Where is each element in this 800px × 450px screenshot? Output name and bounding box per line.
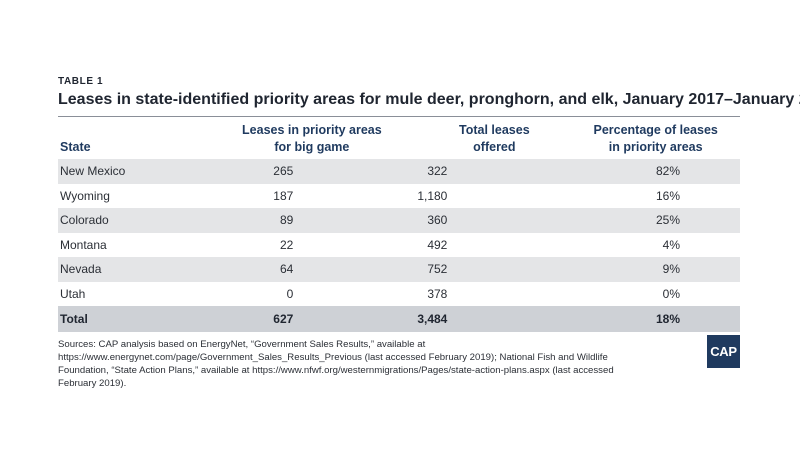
header-total-leases: Total leases offered bbox=[417, 117, 571, 159]
cell-total: 360 bbox=[417, 208, 572, 233]
cell-total: 322 bbox=[417, 159, 572, 184]
cell-total: 752 bbox=[417, 257, 572, 282]
title-divider bbox=[58, 116, 740, 117]
cell-state: Nevada bbox=[58, 257, 207, 282]
cell-state: Utah bbox=[60, 286, 86, 301]
total-percentage: 18% bbox=[571, 306, 740, 332]
header-priority-line1: Leases in priority areas bbox=[242, 123, 382, 137]
table-title: Leases in state-identified priority area… bbox=[58, 91, 800, 108]
cell-total: 378 bbox=[427, 286, 448, 301]
cell-priority: 64 bbox=[206, 257, 418, 282]
cell-state: Wyoming bbox=[60, 188, 110, 203]
cell-priority: 265 bbox=[206, 159, 418, 184]
table-row: Montana 22 492 4% bbox=[58, 233, 740, 258]
cell-percentage: 4% bbox=[662, 237, 680, 252]
cell-priority: 89 bbox=[206, 208, 418, 233]
cell-state: New Mexico bbox=[58, 159, 207, 184]
table-row: Utah 0 378 0% bbox=[58, 282, 740, 307]
table-row: Wyoming 187 1,180 16% bbox=[58, 184, 740, 209]
cell-state: Colorado bbox=[58, 208, 207, 233]
table-label: TABLE 1 bbox=[58, 76, 104, 87]
header-pct-line2: in priority areas bbox=[608, 140, 703, 154]
table-row: Colorado 89 360 25% bbox=[58, 208, 740, 233]
header-state: State bbox=[58, 117, 206, 159]
cell-percentage: 0% bbox=[662, 286, 680, 301]
cell-total: 1,180 bbox=[417, 188, 448, 203]
cell-state: Montana bbox=[60, 237, 107, 252]
sources-note: Sources: CAP analysis based on EnergyNet… bbox=[58, 339, 614, 389]
total-label: Total bbox=[58, 306, 207, 332]
header-pct-line1: Percentage of leases bbox=[593, 123, 718, 137]
header-priority-leases: Leases in priority areas for big game bbox=[206, 117, 417, 159]
header-row: State Leases in priority areas for big g… bbox=[58, 117, 740, 159]
cell-priority: 22 bbox=[279, 237, 294, 252]
header-state-text: State bbox=[60, 140, 91, 154]
cell-percentage: 16% bbox=[655, 188, 680, 203]
total-row: Total 627 3,484 18% bbox=[58, 306, 740, 332]
table-row: Nevada 64 752 9% bbox=[58, 257, 740, 282]
header-total-line2: offered bbox=[473, 140, 516, 154]
data-table: State Leases in priority areas for big g… bbox=[58, 117, 740, 332]
cell-priority: 187 bbox=[273, 188, 294, 203]
header-total-line1: Total leases bbox=[459, 123, 530, 137]
cell-percentage: 82% bbox=[571, 159, 740, 184]
cell-total: 492 bbox=[427, 237, 448, 252]
cell-percentage: 9% bbox=[571, 257, 740, 282]
total-leases: 3,484 bbox=[417, 306, 572, 332]
cap-logo: CAP bbox=[707, 335, 740, 368]
cell-priority: 0 bbox=[286, 286, 294, 301]
total-priority: 627 bbox=[206, 306, 418, 332]
cell-percentage: 25% bbox=[571, 208, 740, 233]
header-percentage: Percentage of leases in priority areas bbox=[571, 117, 740, 159]
table-row: New Mexico 265 322 82% bbox=[58, 159, 740, 184]
header-priority-line2: for big game bbox=[274, 140, 350, 154]
